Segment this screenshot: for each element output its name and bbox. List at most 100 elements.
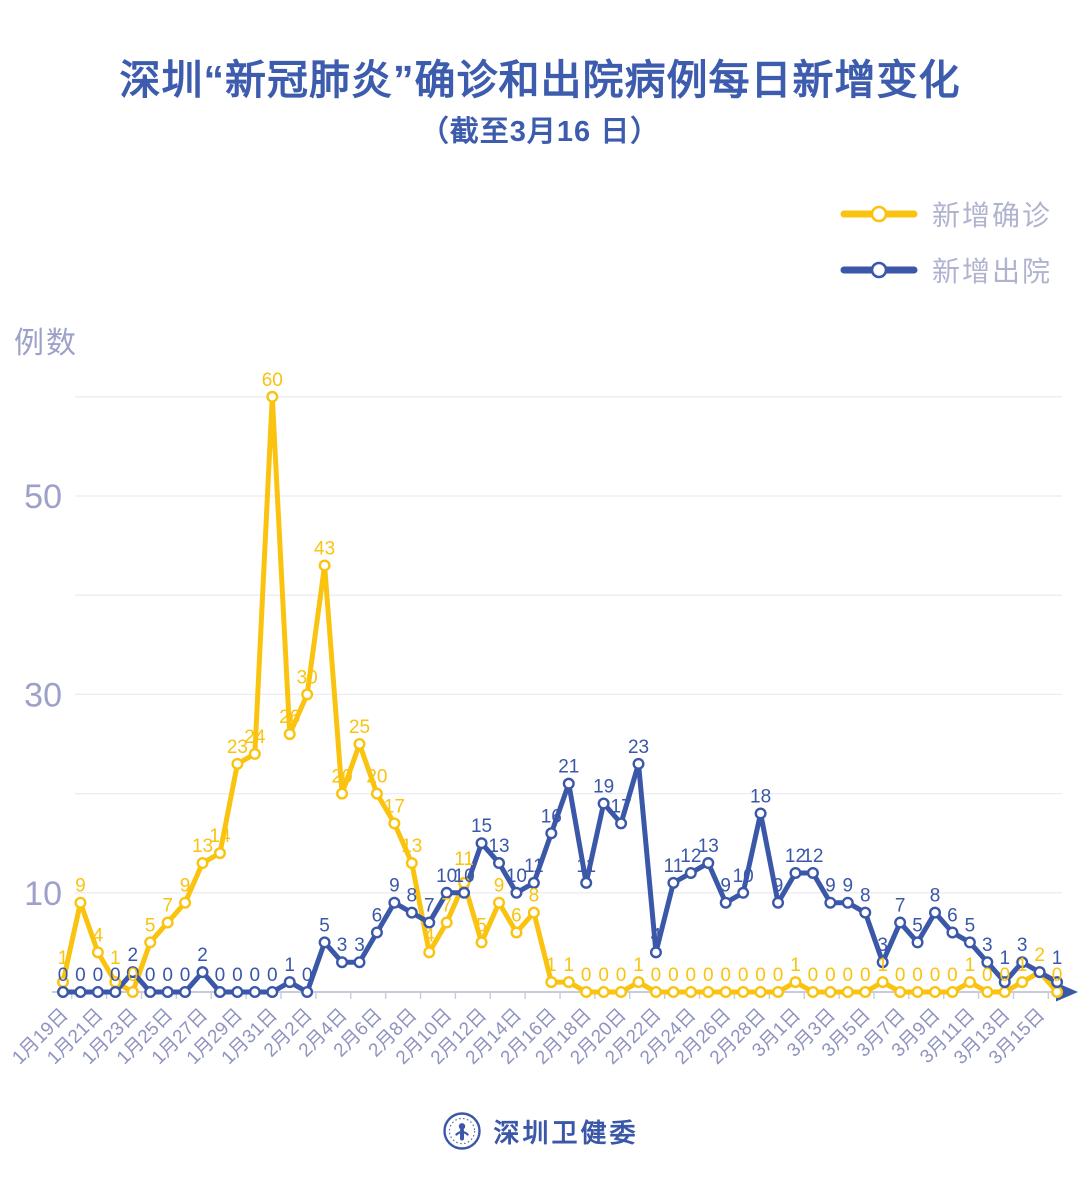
data-label-confirmed: 4 xyxy=(93,925,104,946)
chart-subtitle: （截至3月16 日） xyxy=(419,116,661,148)
data-point-discharged xyxy=(318,936,331,949)
data-label-confirmed: 9 xyxy=(494,876,505,897)
data-point-discharged xyxy=(510,886,523,899)
data-point-confirmed xyxy=(667,986,680,999)
data-point-discharged xyxy=(981,956,994,969)
data-point-discharged xyxy=(248,986,261,999)
data-label-confirmed: 0 xyxy=(982,965,993,986)
data-point-discharged xyxy=(527,876,540,889)
data-point-confirmed xyxy=(527,906,540,919)
data-label-discharged: 13 xyxy=(488,836,509,857)
data-point-discharged xyxy=(405,906,418,919)
data-point-discharged xyxy=(213,986,226,999)
data-label-confirmed: 0 xyxy=(999,965,1010,986)
data-point-discharged xyxy=(231,986,244,999)
data-label-discharged: 19 xyxy=(593,777,614,798)
data-point-confirmed xyxy=(510,926,523,939)
data-label-discharged: 0 xyxy=(93,965,104,986)
data-label-discharged: 0 xyxy=(232,965,243,986)
data-label-discharged: 8 xyxy=(930,886,941,907)
data-label-discharged: 18 xyxy=(750,786,771,807)
data-point-confirmed xyxy=(649,986,662,999)
data-label-confirmed: 0 xyxy=(703,965,714,986)
data-point-confirmed xyxy=(91,946,104,959)
data-point-confirmed xyxy=(998,986,1011,999)
data-label-confirmed: 0 xyxy=(1052,965,1063,986)
series-line-confirmed xyxy=(60,394,1060,995)
data-label-confirmed: 0 xyxy=(895,965,906,986)
data-point-confirmed xyxy=(963,976,976,989)
data-label-confirmed: 8 xyxy=(529,886,540,907)
data-point-discharged xyxy=(649,946,662,959)
data-point-discharged xyxy=(719,896,732,909)
data-point-discharged xyxy=(109,986,122,999)
data-label-discharged: 17 xyxy=(611,796,632,817)
legend-label-confirmed: 新增确诊 xyxy=(931,200,1052,231)
data-point-discharged xyxy=(57,986,70,999)
data-label-confirmed: 0 xyxy=(616,965,627,986)
data-point-discharged xyxy=(283,976,296,989)
data-point-confirmed xyxy=(301,688,314,701)
data-label-confirmed: 1 xyxy=(110,948,121,969)
data-point-confirmed xyxy=(615,986,628,999)
data-label-confirmed: 1 xyxy=(877,955,888,976)
data-point-discharged xyxy=(963,936,976,949)
data-label-confirmed: 1 xyxy=(790,955,801,976)
data-label-discharged: 12 xyxy=(802,846,823,867)
data-point-confirmed xyxy=(423,946,436,959)
data-point-discharged xyxy=(161,986,174,999)
data-point-confirmed xyxy=(283,728,296,741)
data-label-discharged: 12 xyxy=(785,846,806,867)
data-point-confirmed xyxy=(493,896,506,909)
data-label-discharged: 0 xyxy=(110,965,121,986)
data-label-discharged: 1 xyxy=(1052,948,1063,969)
data-point-confirmed xyxy=(789,976,802,989)
data-point-confirmed xyxy=(545,976,558,989)
data-point-discharged xyxy=(859,906,872,919)
data-point-discharged xyxy=(876,956,889,969)
data-point-discharged xyxy=(562,777,575,790)
data-point-discharged xyxy=(301,986,314,999)
data-point-confirmed xyxy=(161,916,174,929)
data-label-discharged: 4 xyxy=(651,925,662,946)
data-point-confirmed xyxy=(353,738,366,751)
data-point-discharged xyxy=(789,866,802,879)
data-point-discharged xyxy=(440,886,453,899)
data-label-discharged: 0 xyxy=(302,965,313,986)
data-label-confirmed: 13 xyxy=(401,836,422,857)
data-label-discharged: 0 xyxy=(180,965,191,986)
data-label-confirmed: 30 xyxy=(297,667,318,688)
data-label-discharged: 21 xyxy=(558,757,579,778)
data-point-discharged xyxy=(91,986,104,999)
data-label-confirmed: 1 xyxy=(563,955,574,976)
legend-item-confirmed: 新增确诊 xyxy=(840,194,1052,234)
x-axis-arrow-icon xyxy=(1056,982,1078,1002)
data-point-confirmed xyxy=(824,986,837,999)
data-label-discharged: 8 xyxy=(407,886,418,907)
data-label-confirmed: 0 xyxy=(825,965,836,986)
data-label-confirmed: 24 xyxy=(244,727,266,748)
data-point-confirmed xyxy=(440,916,453,929)
data-label-discharged: 0 xyxy=(75,965,86,986)
data-point-discharged xyxy=(911,936,924,949)
data-label-discharged: 3 xyxy=(337,935,348,956)
data-label-confirmed: 0 xyxy=(843,965,854,986)
legend-label-discharged: 新增出院 xyxy=(931,256,1052,287)
data-point-confirmed xyxy=(370,787,383,800)
data-point-discharged xyxy=(388,896,401,909)
data-point-confirmed xyxy=(1016,976,1029,989)
data-label-confirmed: 1 xyxy=(1017,955,1028,976)
data-label-confirmed: 2 xyxy=(1034,945,1045,966)
data-label-discharged: 8 xyxy=(860,886,871,907)
data-label-discharged: 3 xyxy=(1017,935,1028,956)
data-label-confirmed: 0 xyxy=(738,965,749,986)
data-label-discharged: 10 xyxy=(506,866,527,887)
y-tick-label: 30 xyxy=(24,676,62,714)
data-label-discharged: 9 xyxy=(720,876,731,897)
data-point-discharged xyxy=(998,976,1011,989)
data-label-discharged: 0 xyxy=(145,965,156,986)
data-label-confirmed: 1 xyxy=(965,955,976,976)
data-label-discharged: 0 xyxy=(250,965,261,986)
data-point-confirmed xyxy=(562,976,575,989)
data-label-discharged: 9 xyxy=(773,876,784,897)
